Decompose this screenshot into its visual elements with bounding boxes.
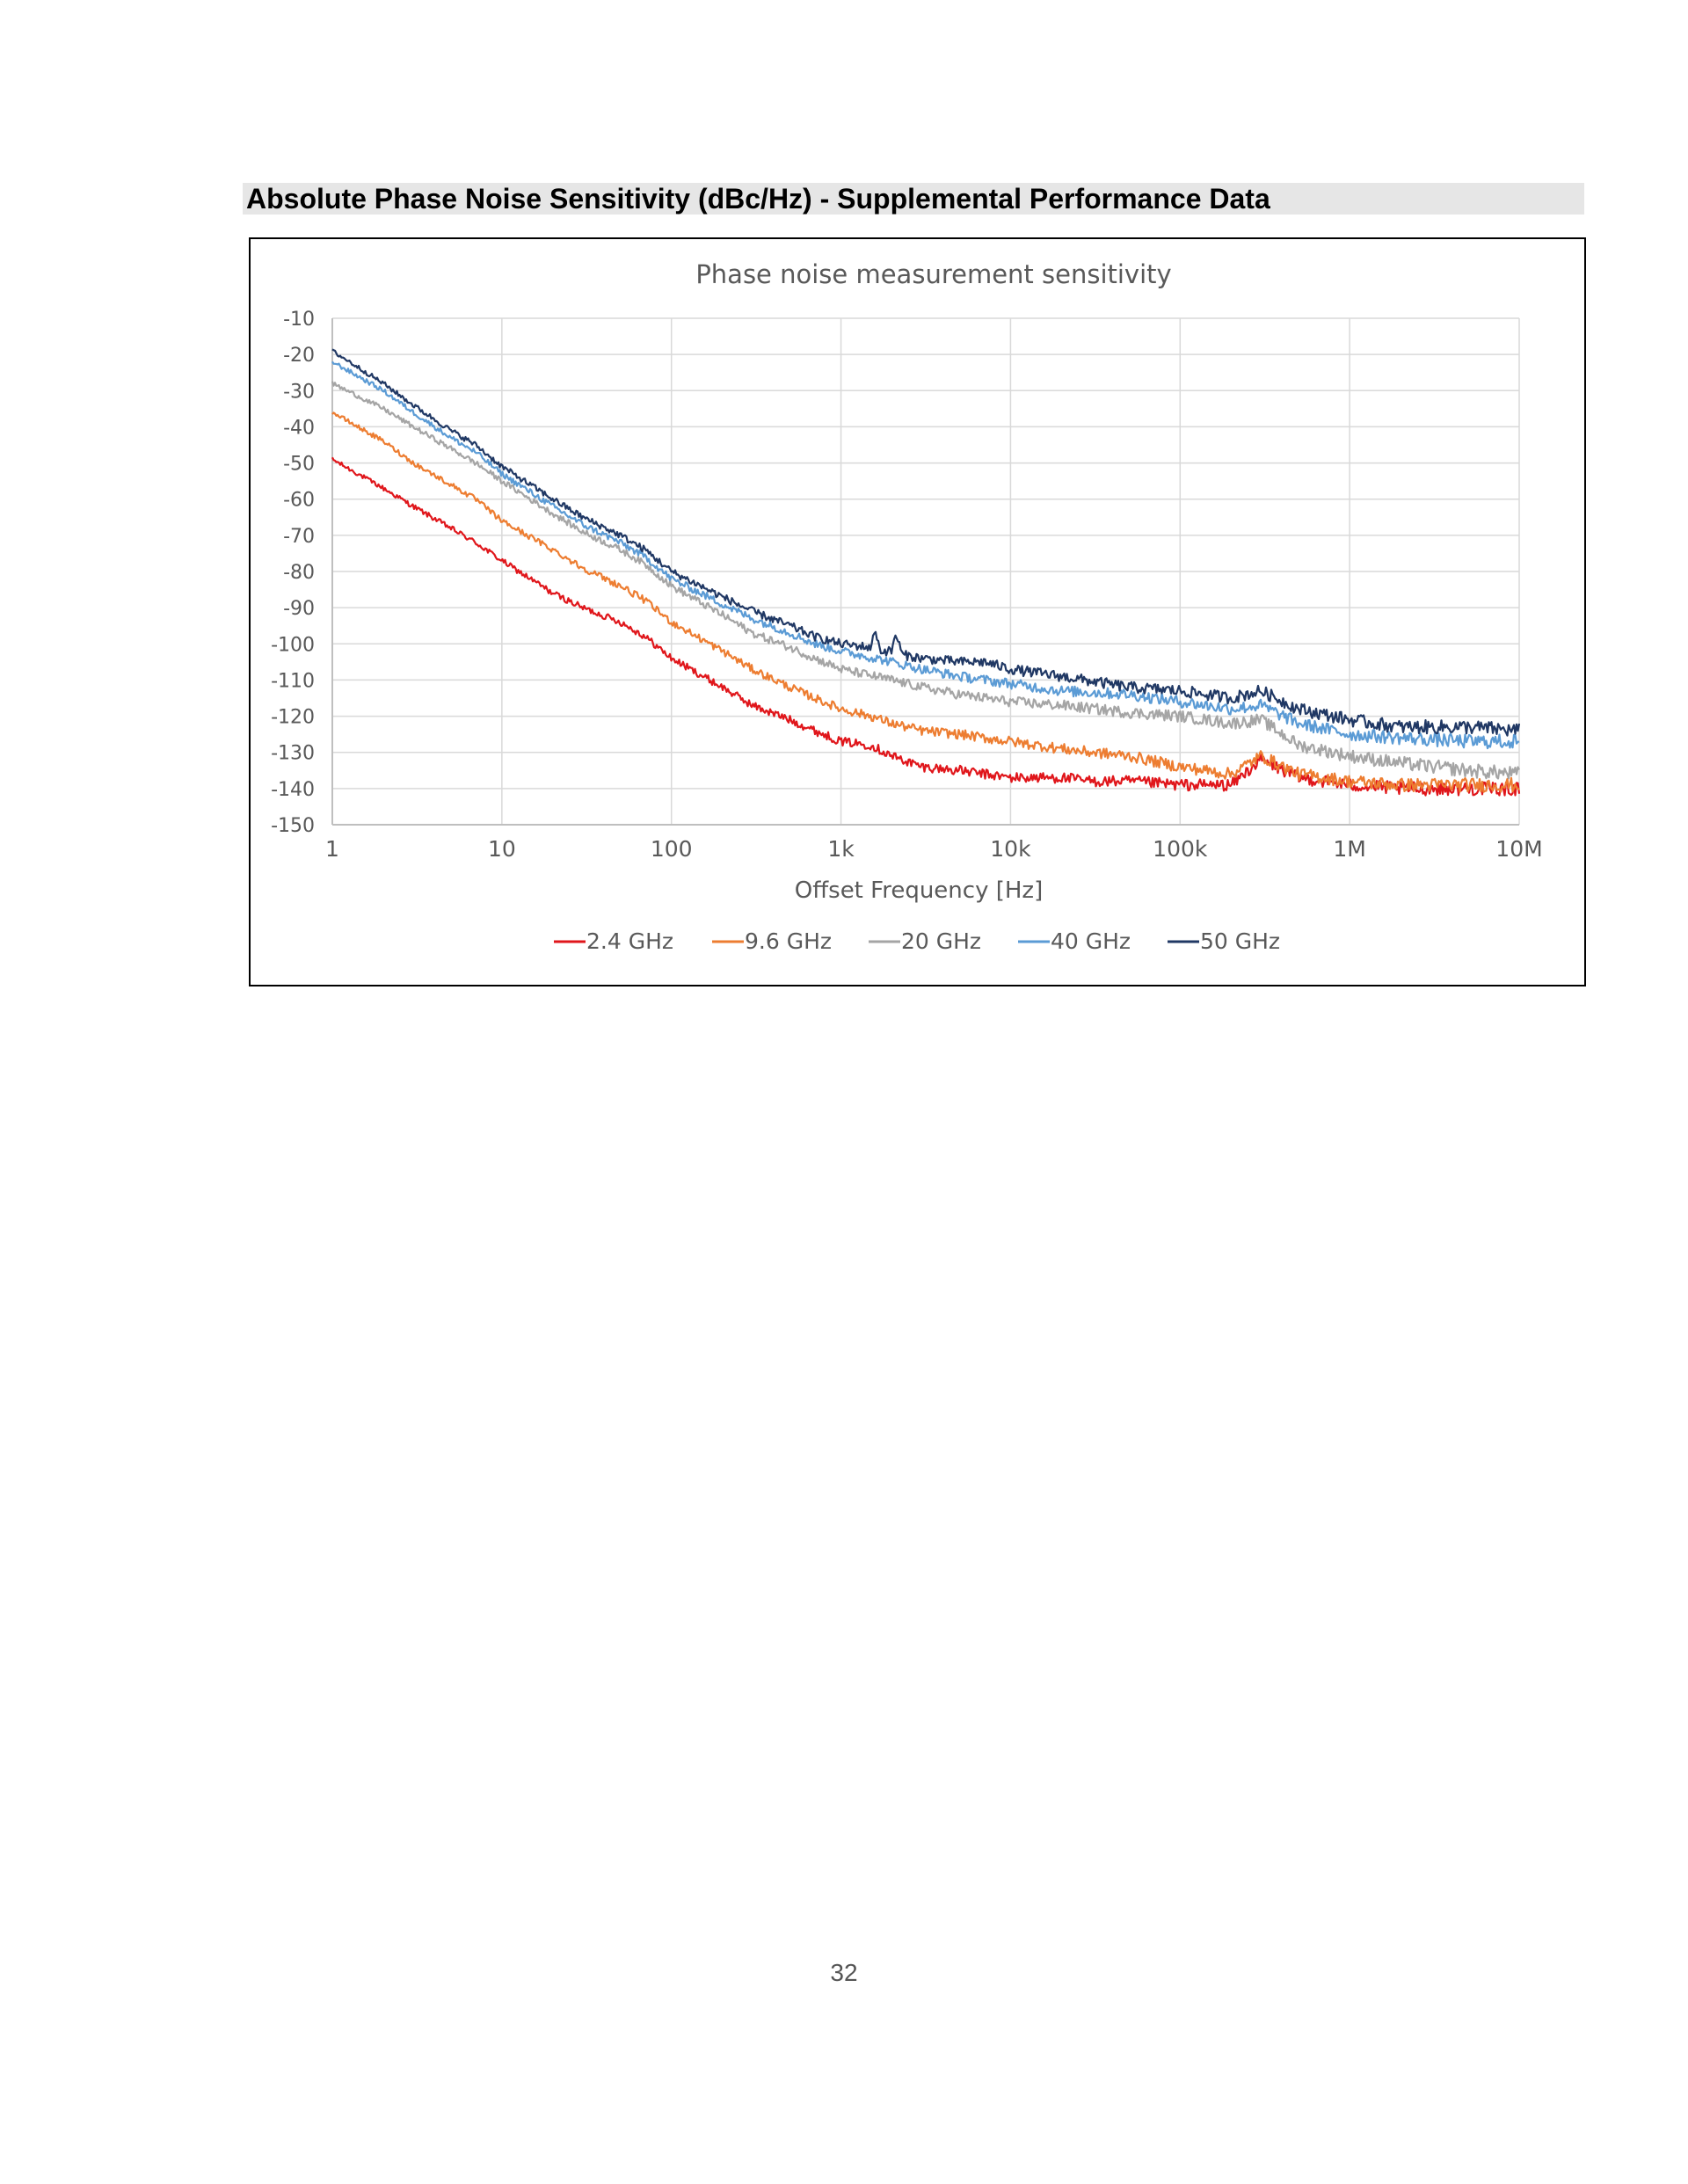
legend-label: 9.6 GHz — [745, 928, 832, 954]
y-tick-label: -110 — [271, 670, 315, 692]
series-line-20-ghz — [331, 381, 1520, 780]
y-tick-label: -140 — [271, 779, 315, 801]
y-tick-label: -30 — [283, 381, 315, 403]
x-tick-label: 100 — [651, 836, 693, 862]
y-tick-label: -60 — [283, 490, 315, 512]
legend-label: 2.4 GHz — [586, 928, 673, 954]
y-tick-label: -130 — [271, 743, 315, 765]
chart-title: Phase noise measurement sensitivity — [695, 259, 1171, 289]
x-tick-label: 100k — [1153, 836, 1208, 862]
y-tick-label: -50 — [283, 454, 315, 476]
series-lines — [331, 348, 1521, 797]
y-tick-label: -150 — [271, 815, 315, 837]
y-tick-label: -80 — [283, 562, 315, 584]
x-tick-label: 10k — [990, 836, 1031, 862]
chart-frame: -10 -20 -30 -40 -50 -60 -70 -80 -90 -100 -110 -120 -… — [249, 237, 1586, 986]
x-tick-label: 10M — [1495, 836, 1542, 862]
series-line-9-6-ghz — [331, 411, 1520, 793]
x-tick-label: 10 — [488, 836, 516, 862]
x-tick-label: 1 — [325, 836, 339, 862]
x-tick-label: 1k — [827, 836, 855, 862]
y-tick-label: -90 — [283, 598, 315, 620]
page-number: 32 — [830, 1959, 858, 1986]
y-tick-label: -70 — [283, 526, 315, 548]
y-tick-label: -120 — [271, 707, 315, 729]
series-line-40-ghz — [331, 360, 1520, 750]
legend-label: 20 GHz — [901, 928, 981, 954]
legend: 2.4 GHz 9.6 GHz 20 GHz 40 GHz 50 GHz — [554, 928, 1280, 954]
x-axis-label: Offset Frequency [Hz] — [795, 877, 1043, 904]
series-line-2-4-ghz — [331, 456, 1521, 797]
section-heading: Absolute Phase Noise Sensitivity (dBc/Hz… — [243, 183, 1584, 215]
y-tick-label: -40 — [283, 417, 315, 439]
y-tick-label: -100 — [271, 634, 315, 656]
series-line-50-ghz — [331, 348, 1521, 737]
legend-label: 40 GHz — [1051, 928, 1131, 954]
x-tick-label: 1M — [1333, 836, 1365, 862]
legend-label: 50 GHz — [1200, 928, 1280, 954]
axes: -10 -20 -30 -40 -50 -60 -70 -80 -90 -100 -110 -120 -… — [271, 309, 1543, 862]
y-tick-label: -20 — [283, 345, 315, 367]
y-tick-label: -10 — [283, 309, 315, 331]
phase-noise-chart: -10 -20 -30 -40 -50 -60 -70 -80 -90 -100 -110 -120 -… — [271, 259, 1543, 954]
